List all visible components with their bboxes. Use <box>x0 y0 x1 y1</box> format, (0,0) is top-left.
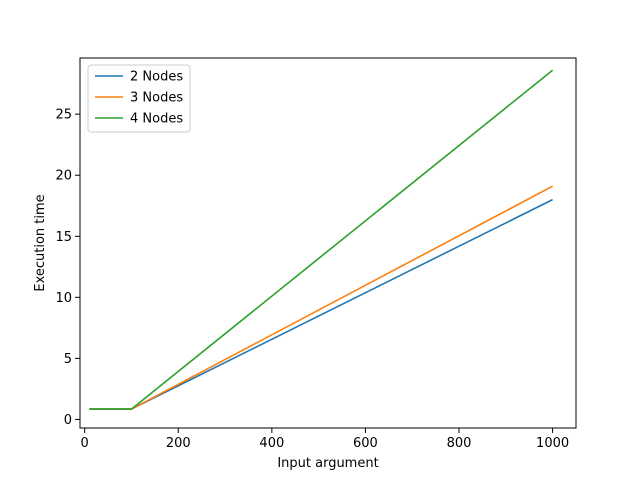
x-tick-label: 600 <box>353 436 378 451</box>
x-tick-label: 200 <box>166 436 191 451</box>
series-line-2 <box>89 185 553 410</box>
series-layer <box>89 69 554 410</box>
x-axis-label: Input argument <box>277 456 378 471</box>
legend-box <box>87 64 191 133</box>
plot-frame <box>79 57 577 429</box>
series-line-1 <box>89 198 553 410</box>
x-tick-label: 1000 <box>536 436 569 451</box>
y-tick-label: 15 <box>55 230 72 245</box>
y-tick-label: 20 <box>55 169 72 184</box>
y-tick-label: 0 <box>64 413 72 428</box>
y-tick-label: 5 <box>64 352 72 367</box>
legend-label: 4 Nodes <box>130 112 183 127</box>
series-line-3 <box>89 69 554 410</box>
y-tick-label: 25 <box>55 108 72 123</box>
x-tick-label: 800 <box>447 436 472 451</box>
legend: 2 Nodes 3 Nodes 4 Nodes <box>87 64 191 133</box>
legend-label: 2 Nodes <box>130 70 183 85</box>
x-tick-label: 400 <box>259 436 284 451</box>
x-tick-label: 0 <box>81 436 89 451</box>
y-tick-label: 10 <box>55 291 72 306</box>
x-axis: 0 200 400 600 800 1000 <box>81 428 569 451</box>
legend-label: 3 Nodes <box>130 91 183 106</box>
y-axis-label: Execution time <box>33 194 48 291</box>
y-axis: 0 5 10 15 20 25 <box>55 108 80 428</box>
